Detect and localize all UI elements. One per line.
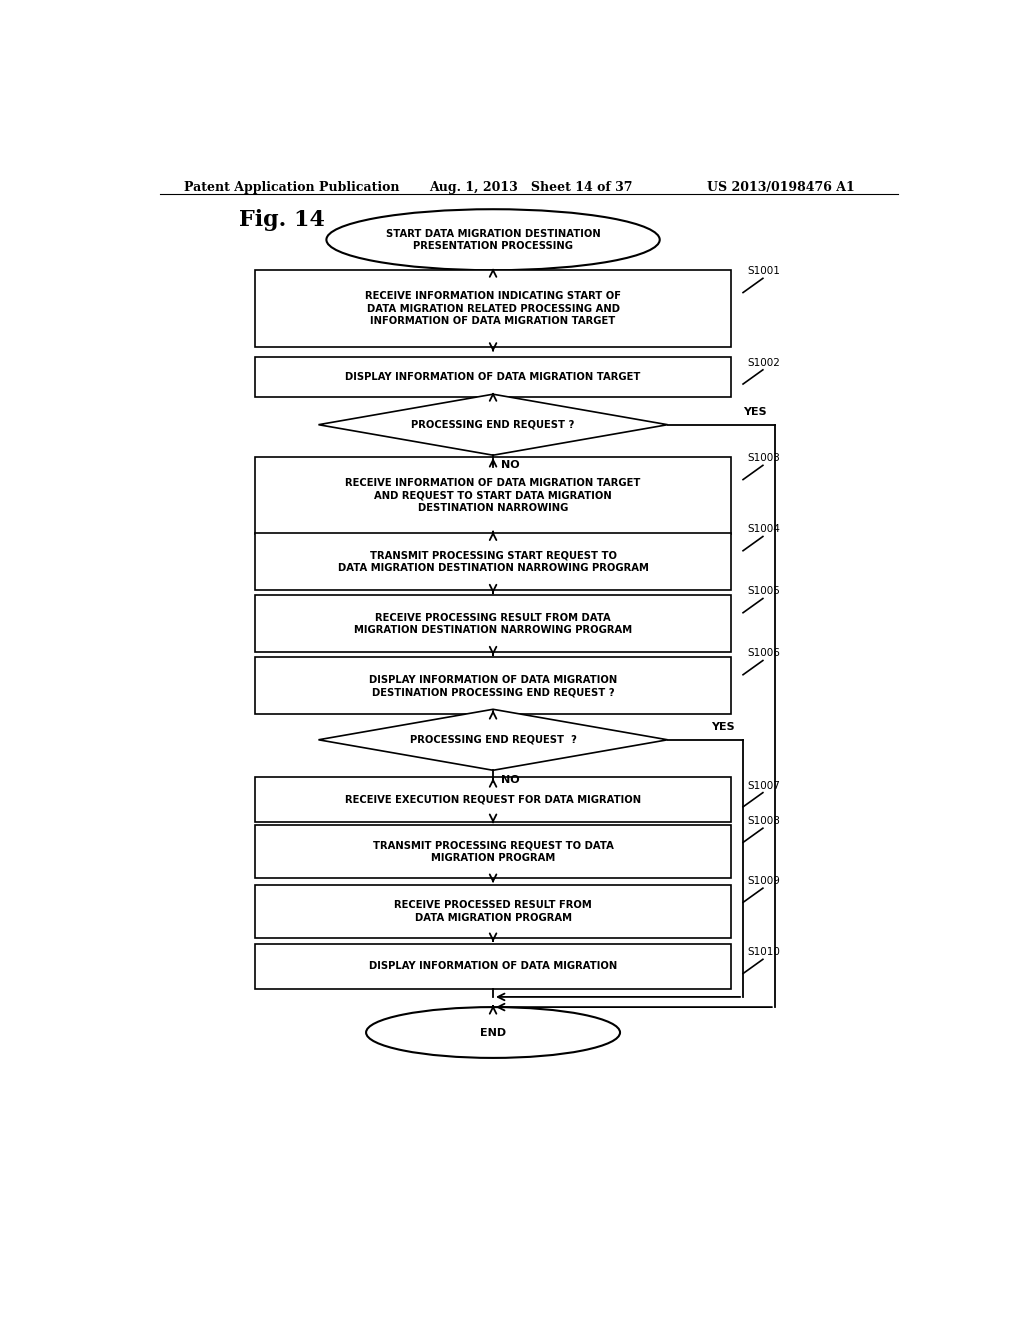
Polygon shape (318, 709, 668, 771)
Text: RECEIVE INFORMATION INDICATING START OF
DATA MIGRATION RELATED PROCESSING AND
IN: RECEIVE INFORMATION INDICATING START OF … (366, 292, 621, 326)
Text: S1002: S1002 (748, 358, 780, 368)
Text: START DATA MIGRATION DESTINATION
PRESENTATION PROCESSING: START DATA MIGRATION DESTINATION PRESENT… (386, 228, 600, 251)
Text: YES: YES (712, 722, 735, 731)
Text: DISPLAY INFORMATION OF DATA MIGRATION: DISPLAY INFORMATION OF DATA MIGRATION (369, 961, 617, 972)
Bar (255, 886, 731, 939)
Bar (255, 657, 731, 714)
Text: S1010: S1010 (748, 948, 780, 957)
Text: END: END (480, 1027, 506, 1038)
Text: TRANSMIT PROCESSING START REQUEST TO
DATA MIGRATION DESTINATION NARROWING PROGRA: TRANSMIT PROCESSING START REQUEST TO DAT… (338, 550, 648, 573)
Bar (255, 825, 731, 878)
Bar (255, 271, 731, 347)
Text: RECEIVE EXECUTION REQUEST FOR DATA MIGRATION: RECEIVE EXECUTION REQUEST FOR DATA MIGRA… (345, 795, 641, 805)
Text: S1005: S1005 (748, 586, 780, 597)
Text: S1003: S1003 (748, 453, 780, 463)
Text: NO: NO (501, 461, 519, 470)
Text: RECEIVE INFORMATION OF DATA MIGRATION TARGET
AND REQUEST TO START DATA MIGRATION: RECEIVE INFORMATION OF DATA MIGRATION TA… (345, 478, 641, 513)
Text: S1004: S1004 (748, 524, 780, 535)
Text: S1008: S1008 (748, 816, 780, 826)
Text: YES: YES (743, 407, 767, 417)
Bar (255, 356, 731, 397)
Text: RECEIVE PROCESSED RESULT FROM
DATA MIGRATION PROGRAM: RECEIVE PROCESSED RESULT FROM DATA MIGRA… (394, 900, 592, 923)
Ellipse shape (327, 209, 659, 271)
Ellipse shape (367, 1007, 621, 1057)
Text: NO: NO (501, 775, 519, 785)
Text: S1006: S1006 (748, 648, 780, 659)
Text: Aug. 1, 2013   Sheet 14 of 37: Aug. 1, 2013 Sheet 14 of 37 (430, 181, 633, 194)
Bar (255, 457, 731, 535)
Text: S1009: S1009 (748, 876, 780, 886)
Bar (255, 595, 731, 652)
Text: S1001: S1001 (748, 267, 780, 276)
Text: S1007: S1007 (748, 780, 780, 791)
Polygon shape (318, 395, 668, 455)
Text: DISPLAY INFORMATION OF DATA MIGRATION
DESTINATION PROCESSING END REQUEST ?: DISPLAY INFORMATION OF DATA MIGRATION DE… (369, 675, 617, 697)
Bar (255, 777, 731, 822)
Text: DISPLAY INFORMATION OF DATA MIGRATION TARGET: DISPLAY INFORMATION OF DATA MIGRATION TA… (345, 372, 641, 381)
Text: RECEIVE PROCESSING RESULT FROM DATA
MIGRATION DESTINATION NARROWING PROGRAM: RECEIVE PROCESSING RESULT FROM DATA MIGR… (354, 612, 632, 635)
Text: Patent Application Publication: Patent Application Publication (183, 181, 399, 194)
Text: TRANSMIT PROCESSING REQUEST TO DATA
MIGRATION PROGRAM: TRANSMIT PROCESSING REQUEST TO DATA MIGR… (373, 841, 613, 863)
Text: PROCESSING END REQUEST ?: PROCESSING END REQUEST ? (412, 420, 574, 430)
Bar (255, 533, 731, 590)
Text: Fig. 14: Fig. 14 (240, 210, 325, 231)
Bar (255, 944, 731, 989)
Text: US 2013/0198476 A1: US 2013/0198476 A1 (708, 181, 855, 194)
Text: PROCESSING END REQUEST  ?: PROCESSING END REQUEST ? (410, 735, 577, 744)
